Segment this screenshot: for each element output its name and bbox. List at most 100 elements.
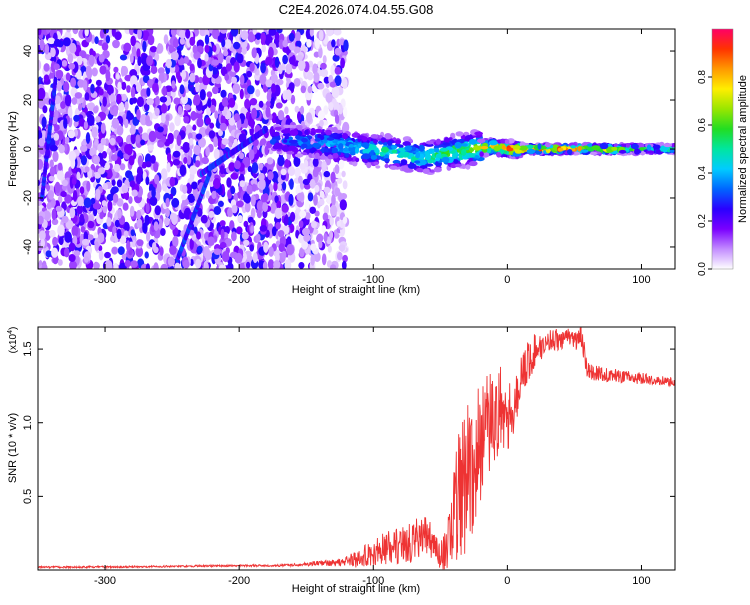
spectrogram-cell — [493, 145, 501, 152]
spectrogram-cell — [187, 193, 196, 203]
spectrogram-cell — [101, 151, 107, 159]
spectrogram-cell — [97, 143, 104, 153]
spectrogram-cell — [116, 93, 122, 104]
spectrogram-cell — [43, 63, 50, 72]
spectrogram-cell — [228, 162, 236, 172]
spectrogram-cell — [323, 170, 331, 178]
spectrogram-cell — [309, 206, 317, 214]
spectrogram-cell — [63, 117, 68, 129]
spectrogram-cell — [130, 260, 138, 268]
spectrogram-cell — [256, 200, 264, 212]
spectrogram-cell — [58, 236, 64, 246]
snr-x-tick-label: -300 — [94, 575, 116, 587]
spectrogram-cell — [260, 32, 266, 43]
spectrogram-cell — [277, 182, 282, 192]
spectrogram-cell — [77, 196, 84, 207]
spectrogram-cell — [419, 159, 427, 166]
spectrogram-cell — [213, 136, 219, 148]
spectrogram-cell — [347, 146, 357, 152]
spectrogram-cell — [380, 146, 389, 153]
spectrogram-cell — [230, 186, 236, 195]
spectrogram-cell — [344, 152, 350, 158]
spectrogram-cell — [41, 116, 47, 129]
spectrogram-cell — [46, 29, 51, 34]
spectrogram-cell — [355, 157, 360, 163]
spectrogram-cell — [284, 259, 292, 269]
spectrogram-cell — [169, 176, 176, 187]
spectrogram-cell — [38, 59, 42, 71]
spectrogram-cell — [268, 46, 274, 59]
spectrogram-cell — [325, 92, 333, 103]
spectrogram-cell — [244, 201, 251, 213]
spectrogram-cell — [65, 72, 71, 81]
spectrogram-cell — [162, 85, 167, 97]
spectrogram-cell — [246, 261, 251, 269]
spectrogram-cell — [307, 71, 314, 81]
spectrogram-cell — [136, 166, 143, 177]
spectrogram-cell — [513, 145, 521, 150]
spectrogram-cell — [301, 143, 308, 149]
spectrogram-cell — [303, 233, 311, 242]
spectrogram-cell — [193, 144, 201, 156]
spectrogram-cell — [149, 196, 158, 206]
spectrogram-cell — [249, 98, 258, 106]
spectrogram-cell — [328, 102, 334, 111]
spectrogram-cell — [334, 114, 340, 124]
spectrogram-cell — [198, 84, 207, 91]
spectrogram-cell — [328, 74, 334, 84]
spectrogram-cell — [219, 122, 227, 132]
spectrogram-cell — [171, 213, 178, 226]
spectrogram-cell — [477, 138, 486, 144]
spectrogram-cell — [369, 144, 377, 150]
snr-y-ticks: 0.5 1.0 1.5 — [22, 341, 675, 504]
spectrogram-cell — [116, 198, 124, 207]
spectrogram-cell — [53, 76, 58, 84]
spectrogram-cell — [321, 253, 327, 266]
spectrogram-cell — [124, 101, 129, 111]
spectrogram-cell — [119, 163, 126, 171]
spectrogram-cell — [305, 212, 311, 220]
spectrogram-cell — [79, 97, 84, 104]
spectrogram-cell — [181, 69, 187, 80]
spectrogram-cell — [129, 29, 134, 36]
spectrogram-cell — [77, 204, 83, 213]
spectrogram-cell — [342, 106, 348, 118]
spectrogram-cell — [329, 216, 335, 226]
spectrogram-cell — [137, 56, 142, 67]
spectrogram-cell — [337, 251, 343, 261]
spectrogram-cell — [294, 167, 301, 178]
spectrogram-cell — [38, 87, 46, 100]
spectrogram-cell — [313, 251, 321, 263]
spectrogram-cell — [577, 146, 582, 152]
spectrogram-cell — [220, 114, 226, 126]
spectrogram-cell — [322, 55, 327, 64]
spectrogram-cell — [239, 180, 246, 188]
spectrogram-cell — [129, 126, 136, 135]
spectrogram-cell — [408, 138, 413, 143]
spectrogram-cell — [211, 59, 220, 66]
spectrogram-cell — [319, 119, 324, 127]
spectrogram-cell — [116, 125, 124, 136]
spectrogram-cell — [259, 74, 267, 86]
spectrogram-cell — [129, 75, 138, 87]
spectrogram-cell — [249, 62, 255, 72]
spectrogram-cell — [341, 77, 348, 90]
spectrogram-cell — [52, 150, 59, 163]
spectrogram-cell — [91, 126, 98, 139]
spectrogram-cell — [55, 69, 64, 79]
spectrogram-cell — [159, 96, 168, 103]
snr-y-axis-label: SNR (10 * v/v) — [7, 413, 19, 483]
spectrogram-cell — [248, 149, 255, 161]
spectrogram-cell — [126, 85, 131, 93]
spectrogram-cell — [197, 57, 202, 69]
spectrogram-cell — [391, 145, 398, 150]
spectrogram-cell — [331, 86, 340, 99]
spectrogram-cell — [309, 29, 314, 37]
spectrogram-cell — [383, 158, 390, 163]
spectrogram-cell — [51, 247, 59, 258]
spectrogram-cell — [196, 117, 204, 128]
spectrogram-cell — [44, 43, 50, 55]
spectrogram-cell — [115, 135, 123, 144]
spectrogram-cell — [164, 217, 170, 227]
